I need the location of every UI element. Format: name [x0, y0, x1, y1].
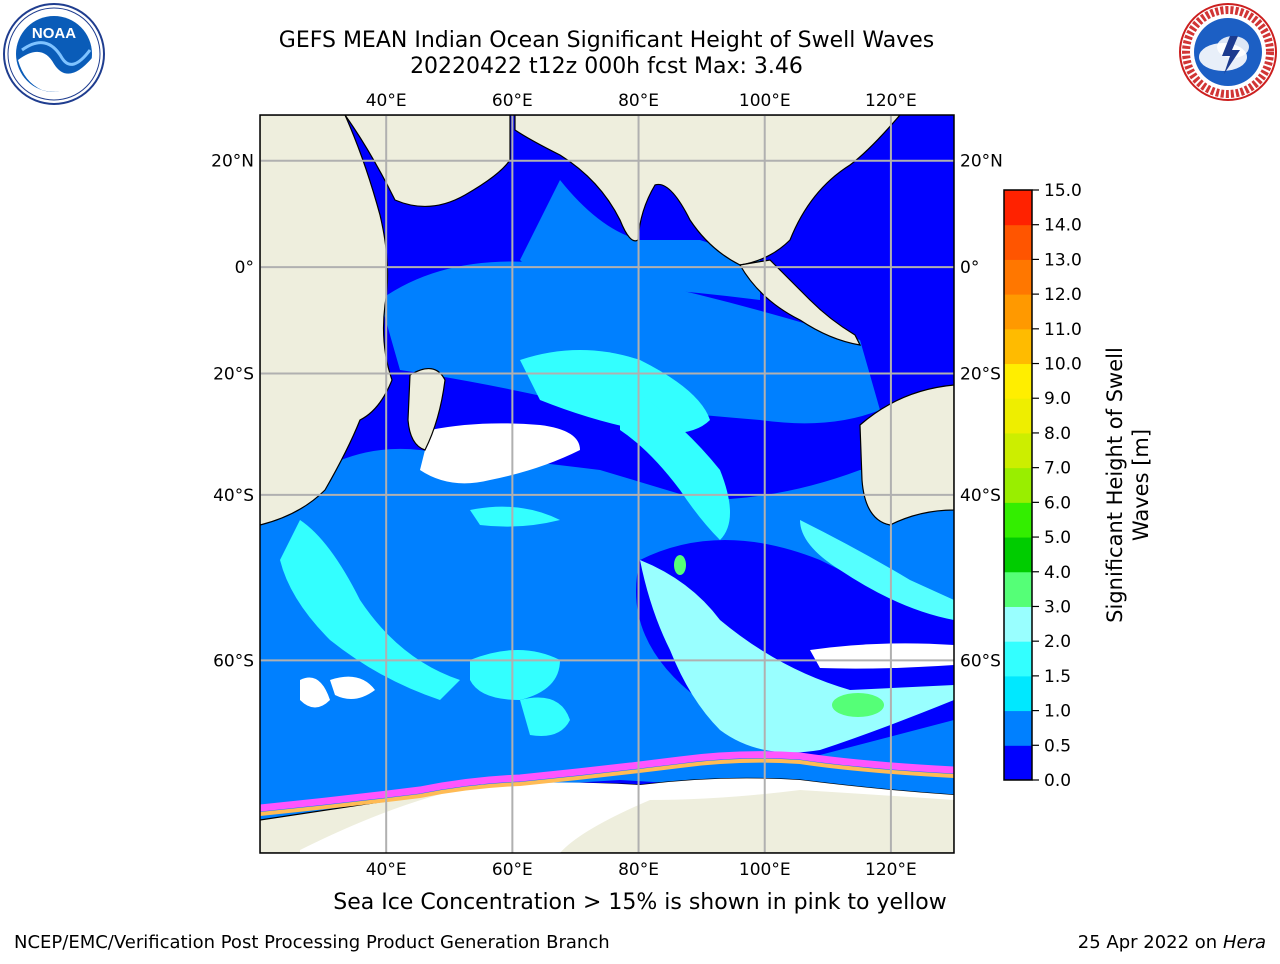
swell-band — [470, 650, 560, 700]
no-data-area — [810, 643, 954, 669]
colorbar-tick-label: 0.5 — [1044, 736, 1071, 756]
chart-subtitle: 20220422 t12z 000h fcst Max: 3.46 — [410, 54, 803, 79]
colorbar-segment — [1004, 224, 1032, 260]
lat-tick-label: 0° — [960, 258, 979, 278]
sea-ice-inner — [260, 758, 954, 816]
land-madagascar — [407, 368, 446, 451]
colorbar-tick-label: 10.0 — [1044, 355, 1082, 375]
lon-tick-label: 40°E — [366, 860, 407, 880]
swell-band — [620, 380, 730, 540]
swell-peak — [674, 555, 686, 575]
colorbar-tick-label: 2.0 — [1044, 632, 1071, 652]
colorbar-segment — [1004, 537, 1032, 573]
lon-tick-label: 100°E — [739, 860, 791, 880]
colorbar-tick-label: 14.0 — [1044, 216, 1082, 236]
lat-tick-label: 20°S — [960, 365, 1001, 385]
no-data-area — [330, 676, 375, 699]
no-data-area — [300, 677, 330, 708]
colorbar-tick-label: 1.0 — [1044, 702, 1071, 722]
svg-text:NOAA: NOAA — [32, 25, 76, 42]
swell-band — [800, 520, 954, 620]
land-asia — [514, 115, 901, 266]
ice-shelf — [300, 778, 954, 853]
colorbar-segment — [1004, 606, 1032, 642]
land-africa — [260, 115, 393, 526]
colorbar-tick-label: 6.0 — [1044, 493, 1071, 513]
lon-tick-label: 120°E — [865, 91, 917, 111]
colorbar-segment — [1004, 502, 1032, 538]
colorbar-segment — [1004, 641, 1032, 677]
lon-tick-label: 80°E — [618, 91, 659, 111]
lon-tick-label: 100°E — [739, 91, 791, 111]
colorbar-segment — [1004, 745, 1032, 781]
land-australia — [859, 384, 954, 526]
lat-tick-label: 0° — [235, 258, 254, 278]
colorbar-segment — [1004, 328, 1032, 365]
lat-tick-label: 20°S — [213, 365, 254, 385]
lat-tick-label: 40°S — [213, 486, 254, 506]
colorbar-tick-label: 11.0 — [1044, 320, 1082, 340]
colorbar-segment — [1004, 432, 1032, 469]
lat-tick-label: 60°S — [213, 651, 254, 671]
sea-ice-note: Sea Ice Concentration > 15% is shown in … — [333, 890, 947, 915]
swell-band — [280, 520, 460, 700]
map-field — [260, 115, 954, 853]
colorbar-segment — [1004, 363, 1032, 399]
colorbar-tick-label: 5.0 — [1044, 528, 1071, 548]
colorbar-segment — [1004, 190, 1032, 226]
colorbar-tick-label: 9.0 — [1044, 389, 1071, 409]
colorbar-segment — [1004, 675, 1032, 712]
colorbar-segment — [1004, 467, 1032, 503]
swell-zone — [380, 261, 880, 424]
colorbar-tick-label: 13.0 — [1044, 250, 1082, 270]
colorbar-tick-label: 7.0 — [1044, 459, 1071, 479]
noaa-logo: NOAA — [3, 3, 105, 105]
colorbar-tick-label: 3.0 — [1044, 597, 1071, 617]
colorbar-segment — [1004, 710, 1032, 746]
nws-logo — [1179, 3, 1277, 101]
lat-tick-label: 20°N — [211, 152, 254, 172]
system-name: Hera — [1222, 932, 1266, 953]
chart-title: GEFS MEAN Indian Ocean Significant Heigh… — [278, 28, 935, 53]
lon-tick-label: 40°E — [366, 91, 407, 111]
colorbar-tick-label: 12.0 — [1044, 285, 1082, 305]
lon-tick-label: 120°E — [865, 860, 917, 880]
land-sumatra — [739, 259, 862, 346]
sea-ice-edge — [260, 751, 954, 812]
colorbar-tick-label: 4.0 — [1044, 563, 1071, 583]
lon-tick-label: 80°E — [618, 860, 659, 880]
lat-tick-label: 20°N — [960, 152, 1003, 172]
date-text: 25 Apr 2022 on — [1077, 932, 1218, 953]
lat-tick-label: 60°S — [960, 651, 1001, 671]
grid-lines — [260, 115, 954, 853]
colorbar: 0.0 0.5 1.0 1.5 2.0 3.0 4.0 5.0 6.0 7.0 8.0 9.0 10.0… — [1003, 181, 1082, 791]
colorbar-border — [1003, 189, 1033, 781]
colorbar-tick-label: 15.0 — [1044, 181, 1082, 201]
colorbar-segment — [1004, 571, 1032, 607]
lon-tick-label: 60°E — [492, 860, 533, 880]
map-frame — [259, 114, 955, 854]
colorbar-segment — [1004, 259, 1032, 295]
lat-tick-label: 40°S — [960, 486, 1001, 506]
colorbar-segment — [1004, 294, 1032, 330]
swell-band — [470, 506, 560, 527]
no-data-area — [420, 423, 580, 484]
swell-peak — [832, 693, 884, 717]
swell-band — [520, 697, 570, 736]
swell-zone — [260, 448, 954, 820]
credit-text: NCEP/EMC/Verification Post Processing Pr… — [14, 932, 610, 953]
lon-tick-label: 60°E — [492, 91, 533, 111]
date-stamp: 25 Apr 2022 on Hera — [1078, 932, 1266, 953]
colorbar-label: Significant Height of Swell Waves [m] — [1103, 347, 1153, 623]
swell-zone — [520, 180, 760, 300]
colorbar-tick-label: 1.5 — [1044, 667, 1071, 687]
colorbar-segment — [1004, 398, 1032, 434]
colorbar-tick-label: 8.0 — [1044, 424, 1071, 444]
colorbar-tick-label: 0.0 — [1044, 771, 1071, 791]
